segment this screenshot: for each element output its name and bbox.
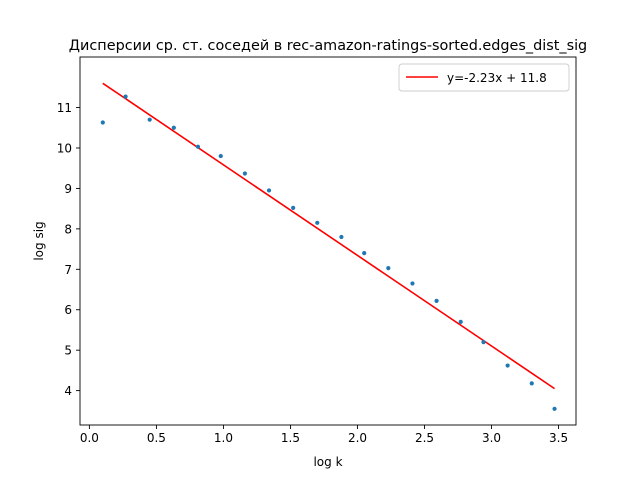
legend-box (398, 63, 570, 92)
y-tick-label: 4 (64, 384, 72, 398)
x-tick-label: 0.5 (147, 431, 166, 445)
x-tick-label: 2.0 (348, 431, 367, 445)
data-point (458, 319, 463, 324)
plot-area (80, 57, 576, 425)
x-tick-label: 0.0 (80, 431, 99, 445)
data-point (266, 188, 272, 193)
axes-layer: 0.0 0.5 1.0 1.5 2.0 2.5 3.0 3.5 4 5 6 7 8 9 10 11 (57, 101, 568, 445)
y-tick-label: 7 (64, 263, 72, 277)
x-axis-label: log k (313, 455, 342, 469)
data-point (434, 298, 439, 303)
legend-entry-label: y=-2.23x + 11.8 (447, 71, 547, 85)
plot-frame (79, 56, 577, 426)
y-tick-label: 5 (64, 344, 72, 358)
data-point (218, 153, 223, 159)
x-tick-label: 2.5 (415, 431, 434, 445)
data-point (171, 125, 176, 130)
data-point (481, 339, 486, 345)
y-tick-label: 11 (57, 101, 72, 115)
data-point (339, 234, 344, 240)
data-point (505, 363, 510, 368)
data-point (291, 205, 296, 210)
x-tick-label: 3.5 (549, 431, 568, 445)
y-tick-label: 10 (57, 141, 72, 155)
fit-line (102, 82, 555, 390)
data-layer (100, 82, 557, 411)
data-point (315, 220, 320, 225)
x-tick-label: 1.0 (214, 431, 233, 445)
data-point (147, 117, 152, 122)
chart-title: Дисперсии ср. ст. соседей в rec-amazon-r… (69, 38, 587, 54)
data-point (410, 281, 415, 286)
data-point (195, 144, 201, 149)
data-point (529, 381, 534, 386)
data-point (100, 120, 105, 125)
data-point (123, 94, 128, 99)
legend: y=-2.23x + 11.8 (398, 63, 570, 92)
data-point (242, 171, 247, 176)
data-point (386, 265, 391, 271)
y-tick-label: 6 (64, 303, 72, 317)
data-point (552, 406, 557, 411)
x-tick-label: 3.0 (482, 431, 501, 445)
y-tick-label: 9 (64, 182, 72, 196)
y-tick-label: 8 (64, 222, 72, 236)
x-tick-label: 1.5 (281, 431, 300, 445)
data-point (362, 251, 367, 256)
y-axis-label: log sig (32, 221, 46, 260)
